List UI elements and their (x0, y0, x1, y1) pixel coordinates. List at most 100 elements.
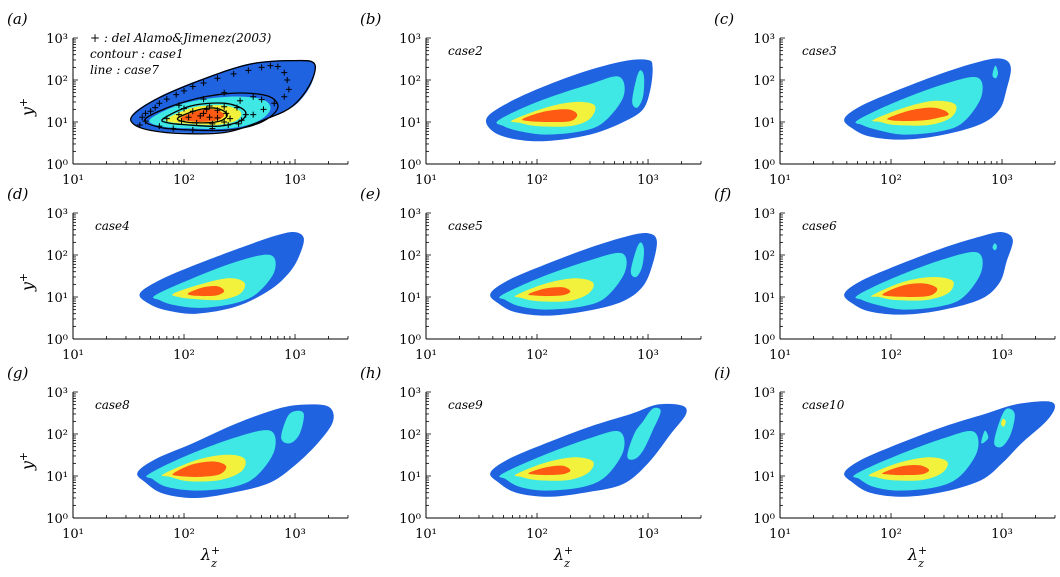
y-tick-label: 10¹ (46, 116, 68, 131)
x-tick-label: 10³ (991, 348, 1013, 363)
case-label: case10 (802, 398, 845, 412)
marker-plus (200, 96, 207, 103)
x-tick-label: 10³ (637, 527, 659, 542)
contour-level4-3 (187, 286, 225, 297)
panel-label: (b) (360, 10, 381, 28)
y-tick-label: 10⁰ (399, 333, 421, 348)
marker-plus (258, 96, 265, 103)
marker-plus (206, 114, 213, 121)
marker-plus (267, 62, 274, 69)
x-tick-label: 10¹ (415, 173, 437, 188)
marker-plus (193, 119, 200, 126)
marker-plus (175, 111, 182, 118)
y-tick-label: 10² (46, 428, 68, 443)
x-tick-label: 10² (173, 348, 195, 363)
marker-plus (237, 97, 244, 104)
case-label: case5 (448, 219, 483, 233)
x-tick-label: 10³ (284, 173, 306, 188)
marker-plus (214, 75, 221, 82)
y-tick-label: 10¹ (753, 116, 775, 131)
marker-plus (181, 105, 188, 112)
x-tick-label: 10² (880, 173, 902, 188)
marker-plus (136, 121, 143, 128)
marker-plus (233, 104, 240, 111)
contour-level4-3 (887, 107, 949, 122)
case-label: case9 (448, 398, 483, 412)
plot-area (130, 59, 316, 135)
marker-plus (281, 69, 288, 76)
marker-plus (189, 126, 196, 133)
marker-plus (156, 100, 163, 107)
marker-plus (284, 77, 291, 83)
y-tick-label: 10² (399, 249, 421, 264)
panel-label: (g) (7, 364, 28, 382)
contour-level4-3 (881, 465, 930, 476)
plot-area (137, 404, 334, 499)
marker-plus (242, 111, 249, 118)
x-tick-label: 10³ (284, 527, 306, 542)
y-axis-label: y+ (17, 452, 38, 471)
marker-plus (235, 120, 242, 127)
y-tick-label: 10³ (753, 207, 775, 222)
y-tick-label: 10⁰ (46, 333, 68, 348)
y-tick-label: 10⁰ (46, 158, 68, 173)
x-tick-label: 10³ (637, 348, 659, 363)
marker-plus (238, 117, 245, 124)
x-tick-label: 10¹ (769, 527, 791, 542)
contour-level4-3 (528, 465, 571, 476)
marker-plus (250, 111, 257, 118)
annotation-line: + : del Alamo&Jimenez(2003) (90, 31, 272, 45)
y-tick-label: 10³ (46, 32, 68, 47)
y-tick-label: 10¹ (46, 291, 68, 306)
marker-plus (260, 106, 267, 113)
marker-plus (197, 112, 204, 119)
x-tick-label: 10¹ (62, 173, 84, 188)
marker-plus (274, 63, 281, 70)
marker-plus (163, 96, 170, 103)
y-tick-label: 10¹ (753, 470, 775, 485)
x-tick-label: 10¹ (62, 348, 84, 363)
y-tick-label: 10⁰ (399, 158, 421, 173)
marker-plus (156, 123, 163, 130)
x-tick-label: 10³ (284, 348, 306, 363)
marker-plus (250, 93, 257, 100)
case-label: case4 (95, 219, 130, 233)
marker-plus (163, 115, 170, 122)
marker-plus (227, 115, 234, 122)
plot-area (844, 232, 1013, 315)
plot-area (490, 233, 657, 316)
x-tick-label: 10² (526, 527, 548, 542)
panel-label: (h) (360, 364, 382, 382)
x-tick-label: 10³ (991, 527, 1013, 542)
y-tick-label: 10² (46, 249, 68, 264)
contour-level2-4 (281, 410, 304, 444)
marker-plus (285, 86, 292, 93)
case-label: case2 (448, 44, 483, 58)
marker-plus (221, 89, 228, 96)
y-tick-label: 10¹ (399, 291, 421, 306)
case-label: case8 (95, 398, 130, 412)
y-axis-label: y+ (17, 273, 38, 292)
marker-plus (142, 118, 149, 125)
marker-plus (178, 118, 185, 125)
y-tick-label: 10³ (399, 207, 421, 222)
y-axis-label: y+ (17, 98, 38, 117)
x-axis-label: λz+ (200, 544, 220, 570)
marker-plus (281, 93, 288, 100)
y-tick-label: 10³ (399, 32, 421, 47)
x-tick-label: 10² (880, 348, 902, 363)
y-tick-label: 10¹ (399, 470, 421, 485)
contour-level4-3 (882, 283, 938, 298)
panel-label: (i) (714, 364, 731, 382)
x-tick-label: 10¹ (769, 348, 791, 363)
y-tick-label: 10² (753, 74, 775, 89)
plot-area (844, 58, 1011, 140)
marker-plus (258, 64, 265, 71)
